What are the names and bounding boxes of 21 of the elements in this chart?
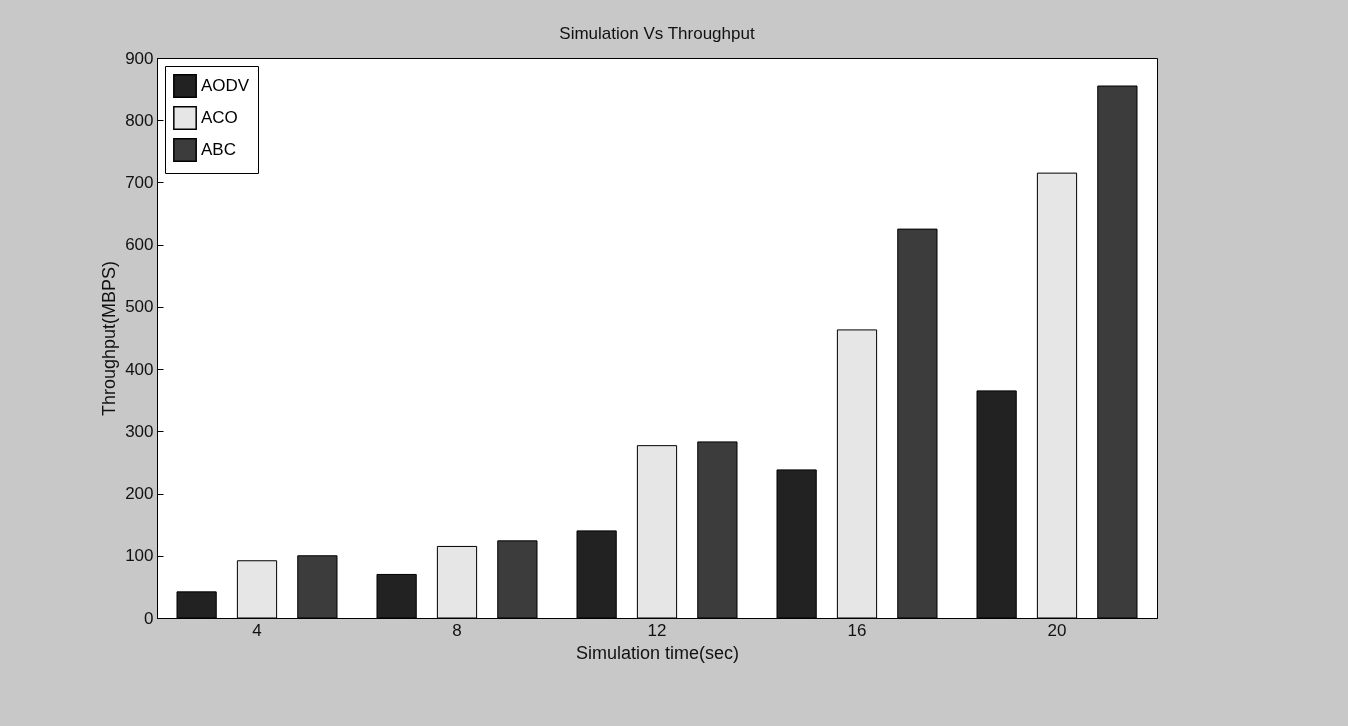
x-tick-label: 12 xyxy=(647,620,667,640)
y-tick-label: 400 xyxy=(125,359,154,379)
y-tick-label: 300 xyxy=(125,421,154,441)
x-tick-label: 16 xyxy=(847,620,867,640)
y-tick-label: 200 xyxy=(125,484,154,504)
y-tick-label: 600 xyxy=(125,235,154,255)
y-axis-title: Throughput(MBPS) xyxy=(99,260,120,417)
x-tick-label: 8 xyxy=(452,620,462,640)
legend-label: AODV xyxy=(201,76,250,95)
x-axis-title: Simulation time(sec) xyxy=(575,642,740,663)
y-tick-label: 100 xyxy=(125,546,154,566)
y-tick-label: 700 xyxy=(125,172,154,192)
x-tick-label: 20 xyxy=(1047,620,1067,640)
y-tick-label: 500 xyxy=(125,297,154,317)
x-tick-label: 4 xyxy=(252,620,262,640)
legend-label: ABC xyxy=(201,140,236,159)
y-tick-label: 800 xyxy=(125,110,154,130)
legend-label: ACO xyxy=(201,108,238,127)
chart-title: Simulation Vs Throughput xyxy=(559,24,755,43)
y-tick-label: 0 xyxy=(144,608,154,628)
y-tick-label: 900 xyxy=(125,48,154,68)
